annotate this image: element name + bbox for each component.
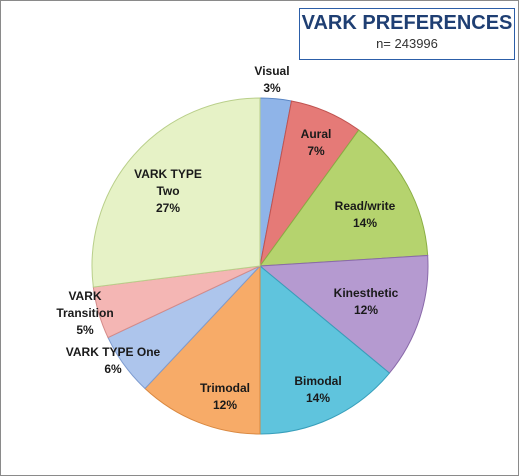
slice-percent-label: 14% [353,216,377,230]
slice-label-6: VARK TYPE One 6% [66,345,161,376]
slice-percent-label: 27% [156,201,180,215]
chart-title: VARK PREFERENCES [301,12,513,34]
slice-label-5: Trimodal 12% [200,381,250,412]
slice-category-label: Bimodal [294,374,341,388]
slice-label-2: Read/write 14% [335,199,396,230]
slice-percent-label: 12% [354,303,378,317]
slice-category-label: Visual [254,64,289,78]
slice-category-label: Two [156,184,179,198]
slice-percent-label: 7% [307,144,325,158]
chart-subtitle: n= 243996 [376,36,438,51]
slice-category-label: VARK TYPE One [66,345,161,359]
slice-percent-label: 12% [213,398,237,412]
pie-slice-5 [144,264,261,435]
slice-category-label: Aural [301,127,332,141]
slice-category-label: Trimodal [200,381,250,395]
slice-label-4: Bimodal 14% [294,374,341,405]
slice-label-1: Aural 7% [301,127,332,158]
slice-percent-label: 5% [76,323,94,337]
slice-percent-label: 3% [263,81,281,95]
slice-category-label: Transition [56,306,113,320]
slice-category-label: VARK [68,289,101,303]
pie-slice-2 [258,129,429,267]
slice-category-label: VARK TYPE [134,167,202,181]
pie-slices [91,97,429,435]
slice-percent-label: 14% [306,391,330,405]
slice-percent-label: 6% [104,362,122,376]
pie-slice-3 [258,254,429,374]
slice-label-7: VARK Transition 5% [56,289,113,337]
pie-labels: Visual 3% Aural 7% Read/write 14% Kinesthetic 1… [56,64,398,412]
pie-slice-4 [259,264,391,435]
slice-label-0: Visual 3% [254,64,289,95]
slice-category-label: Kinesthetic [334,286,399,300]
slice-category-label: Read/write [335,199,396,213]
chart-title-box: VARK PREFERENCES n= 243996 [299,8,515,60]
slice-label-3: Kinesthetic 12% [334,286,399,317]
slice-label-8: VARK TYPE Two 27% [134,167,202,215]
pie-slice-8 [91,97,261,288]
